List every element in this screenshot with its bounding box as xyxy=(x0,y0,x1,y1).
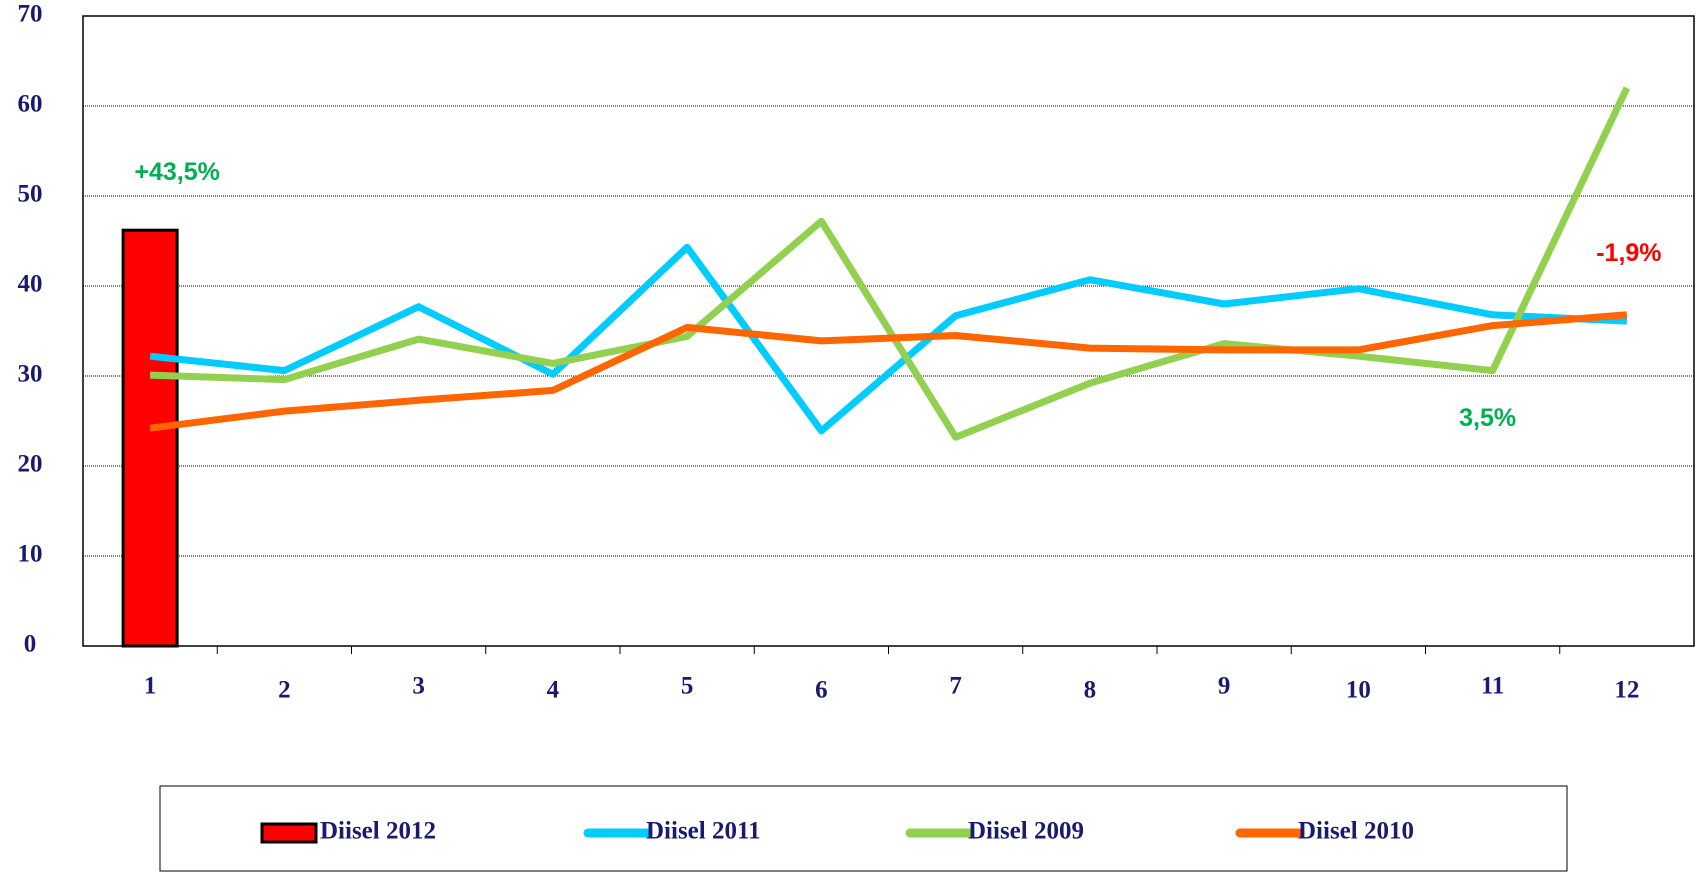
x-tick-label: 2 xyxy=(278,677,291,704)
legend-box xyxy=(159,785,1568,872)
x-tick-label: 10 xyxy=(1346,677,1371,704)
x-tick-label: 6 xyxy=(815,677,828,704)
annotation: +43,5% xyxy=(134,158,220,186)
y-tick-label: 10 xyxy=(18,541,43,568)
x-tick-label: 3 xyxy=(412,673,425,700)
y-tick-label: 70 xyxy=(18,1,43,28)
y-tick-label: 40 xyxy=(18,271,43,298)
legend-label: Diisel 2012 xyxy=(320,818,436,845)
x-tick-label: 1 xyxy=(144,673,157,700)
x-tick-label: 11 xyxy=(1481,673,1505,700)
y-tick-label: 0 xyxy=(24,631,37,658)
x-tick-label: 7 xyxy=(949,673,962,700)
y-tick-label: 50 xyxy=(18,181,43,208)
x-tick-label: 5 xyxy=(681,673,694,700)
annotation: 3,5% xyxy=(1459,404,1516,432)
legend-label: Diisel 2011 xyxy=(646,818,761,845)
legend-swatch xyxy=(260,822,318,844)
y-tick-label: 20 xyxy=(18,451,43,478)
y-tick-label: 60 xyxy=(18,91,43,118)
line xyxy=(149,311,1628,432)
legend-label: Diisel 2009 xyxy=(968,818,1084,845)
x-tick-label: 4 xyxy=(547,677,560,704)
x-tick-label: 9 xyxy=(1218,673,1231,700)
line xyxy=(150,86,1631,441)
legend-label: Diisel 2010 xyxy=(1298,818,1414,845)
y-tick-label: 30 xyxy=(18,361,43,388)
x-tick-label: 12 xyxy=(1614,677,1639,704)
bar xyxy=(121,228,179,648)
legend: Diisel 2012 Diisel 2011 Diisel 2009 Diisel … xyxy=(159,785,1568,872)
x-tick-label: 8 xyxy=(1084,677,1097,704)
annotation: -1,9% xyxy=(1596,239,1661,267)
line xyxy=(149,243,1628,435)
